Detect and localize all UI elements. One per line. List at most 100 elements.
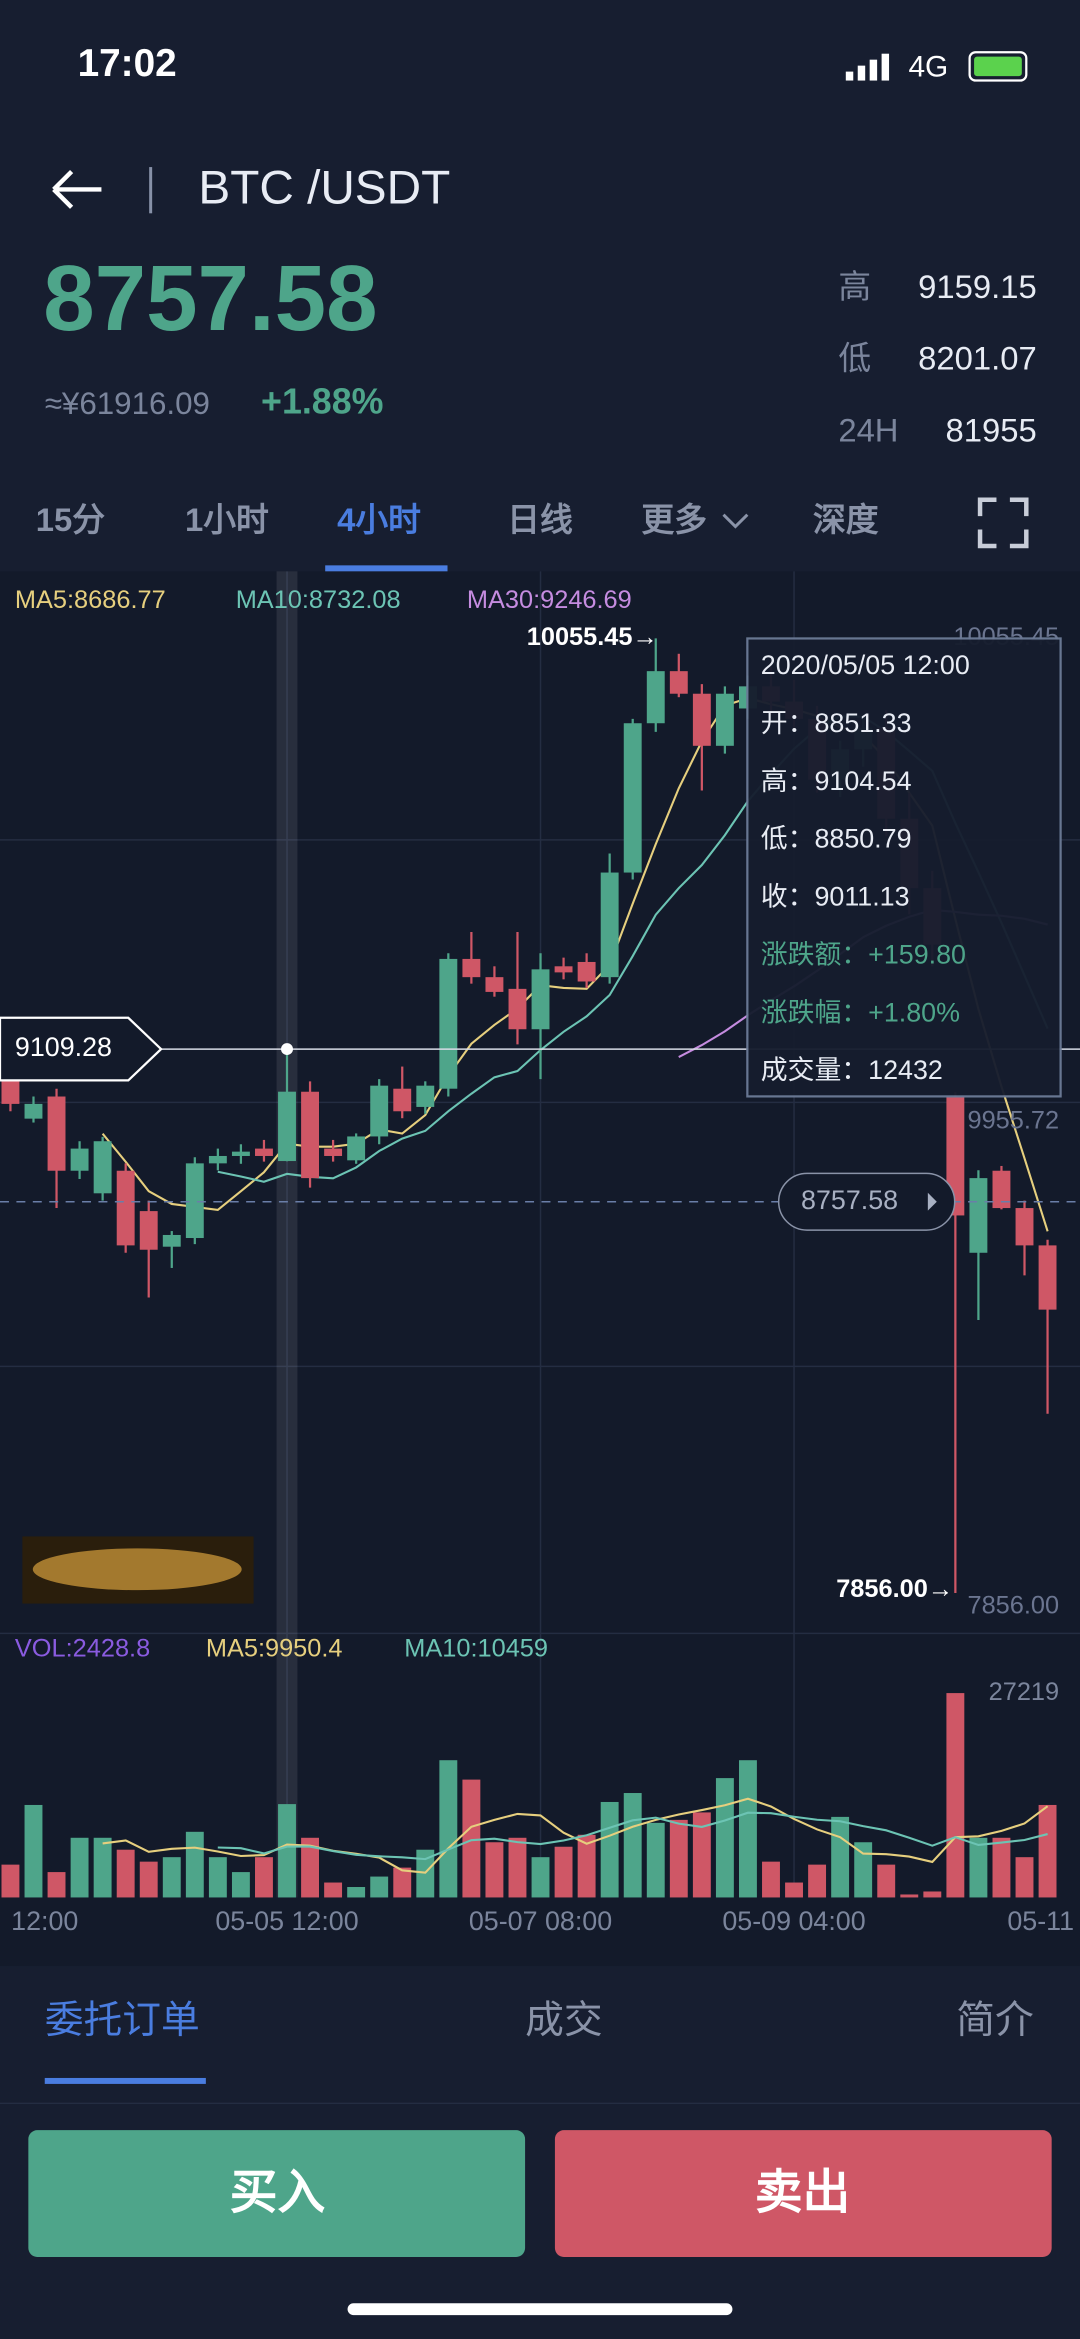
tooltip-value: +159.80 <box>868 940 966 970</box>
bottom-tab-indicator <box>44 2077 206 2084</box>
stat-value: 8201.07 <box>918 340 1037 377</box>
candle-body <box>669 671 688 694</box>
low-marker: 7856.00 <box>836 1575 928 1603</box>
battery <box>968 51 1028 82</box>
tooltip-label: 成交量： <box>761 1055 868 1085</box>
last-price-label: 8757.58 <box>801 1185 898 1215</box>
change: +1.88% <box>261 382 383 422</box>
volume-bar <box>439 1760 458 1898</box>
x-tick-label: 05-07 08:00 <box>469 1906 612 1936</box>
tooltip-value: 8851.33 <box>814 708 911 738</box>
tooltip-row: 收：9011.13 <box>761 882 910 912</box>
candle-body <box>370 1085 389 1137</box>
tooltip-row: 成交量：12432 <box>761 1055 943 1085</box>
right-label: 7856.00 <box>967 1591 1059 1619</box>
volume-bar <box>531 1857 550 1898</box>
candle-body <box>70 1148 89 1171</box>
candle-body <box>992 1170 1011 1209</box>
network: 4G <box>908 50 948 83</box>
battery-level <box>974 56 1022 77</box>
volume-bar <box>600 1801 619 1898</box>
volume-bar <box>485 1842 504 1898</box>
candle-body <box>554 966 573 973</box>
buy-button[interactable] <box>28 2130 526 2257</box>
x-tick-label: 05-05 12:00 <box>215 1906 358 1936</box>
tab[interactable]: 1小时 <box>185 501 269 538</box>
tab[interactable]: 4小时 <box>337 501 421 538</box>
volume-bar <box>116 1849 135 1898</box>
candle-body <box>577 961 596 982</box>
candle-body <box>485 977 504 992</box>
volume-bar <box>577 1834 596 1898</box>
volume-bar <box>255 1857 273 1898</box>
thumbnail-coins <box>32 1548 242 1591</box>
tooltip-label: 收： <box>761 882 815 912</box>
candle-body <box>278 1091 296 1162</box>
volume-ma-line <box>217 1811 1048 1861</box>
candle-body <box>24 1103 43 1119</box>
volume-bar <box>93 1837 112 1898</box>
pair-title: BTC /USDT <box>198 162 450 215</box>
volume-bar <box>554 1846 573 1898</box>
stats: 高 9159.15 低 8201.07 24H 81955 <box>838 268 1036 448</box>
high-marker: 10055.45 <box>527 623 633 651</box>
bottom-tab[interactable]: 成交 <box>525 1999 603 2042</box>
stat-label: 高 <box>838 268 871 305</box>
fullscreen-button[interactable] <box>977 497 1029 549</box>
candle-body <box>393 1088 412 1112</box>
tooltip-label: 涨跌额： <box>761 940 868 970</box>
volume-bar <box>623 1793 642 1898</box>
volume-bar <box>738 1760 757 1898</box>
tag-arrow <box>927 1192 937 1211</box>
tab[interactable]: 深度 <box>813 501 879 538</box>
candle-body <box>139 1211 158 1250</box>
buy-label[interactable]: 买入 <box>230 2166 326 2219</box>
candle-body <box>600 872 619 978</box>
candle-body <box>255 1148 273 1156</box>
volume-bar <box>1038 1804 1057 1898</box>
candle-body <box>692 693 711 746</box>
x-tick-label: 05-09 04:00 <box>722 1906 865 1936</box>
bottom-tabs: 委托订单 成交 简介 <box>45 1999 1034 2042</box>
candle-body <box>1015 1208 1034 1246</box>
candle-body <box>531 969 550 1030</box>
bottom-tab[interactable]: 委托订单 <box>45 1999 200 2042</box>
tab[interactable]: 日线 <box>507 501 573 538</box>
volume-bar <box>808 1864 827 1898</box>
tab-indicator <box>325 565 448 572</box>
tooltip-date: 2020/05/05 12:00 <box>761 650 970 680</box>
tooltip-row: 开：8851.33 <box>761 708 912 738</box>
tooltip-row: 低：8850.79 <box>761 824 912 854</box>
tab[interactable]: 更多 <box>641 501 707 538</box>
bottom-tab[interactable]: 简介 <box>956 1999 1034 2042</box>
sell-label[interactable]: 卖出 <box>755 2166 850 2219</box>
candle-body <box>462 958 481 978</box>
candle-body <box>116 1170 135 1246</box>
tooltip-label: 低： <box>761 824 815 854</box>
tooltip-row: 涨跌幅：+1.80% <box>761 997 960 1027</box>
tab[interactable]: 15分 <box>36 501 105 538</box>
tooltip-label: 高： <box>761 766 815 796</box>
sell-button[interactable] <box>554 2130 1052 2257</box>
timeframe-tabs: 15分 1小时 4小时 日线 更多 深度 <box>36 501 879 538</box>
volume-bar <box>231 1872 250 1898</box>
last-price-tag[interactable] <box>777 1172 956 1231</box>
chart: 12:00 05-05 12:00 05-07 08:00 05-09 04:00 05… <box>0 571 1080 1936</box>
legend-item: VOL:2428.8 <box>15 1635 150 1663</box>
volume-bar <box>24 1804 43 1898</box>
back-button[interactable] <box>52 169 102 209</box>
volume-max-label: 27219 <box>989 1678 1059 1706</box>
volume-bar <box>1015 1857 1034 1898</box>
volume-bar <box>47 1872 66 1898</box>
home-indicator <box>347 2303 733 2316</box>
crosshair-dot <box>281 1043 293 1056</box>
candle-body <box>1038 1245 1057 1310</box>
legend-item: MA5:8686.77 <box>15 586 166 614</box>
last-price: 8757.58 <box>43 246 377 350</box>
tooltip-value: 12432 <box>868 1055 943 1085</box>
volume-bar <box>393 1867 412 1898</box>
legend-item: MA30:9246.69 <box>467 586 632 614</box>
candle-body <box>347 1136 366 1161</box>
